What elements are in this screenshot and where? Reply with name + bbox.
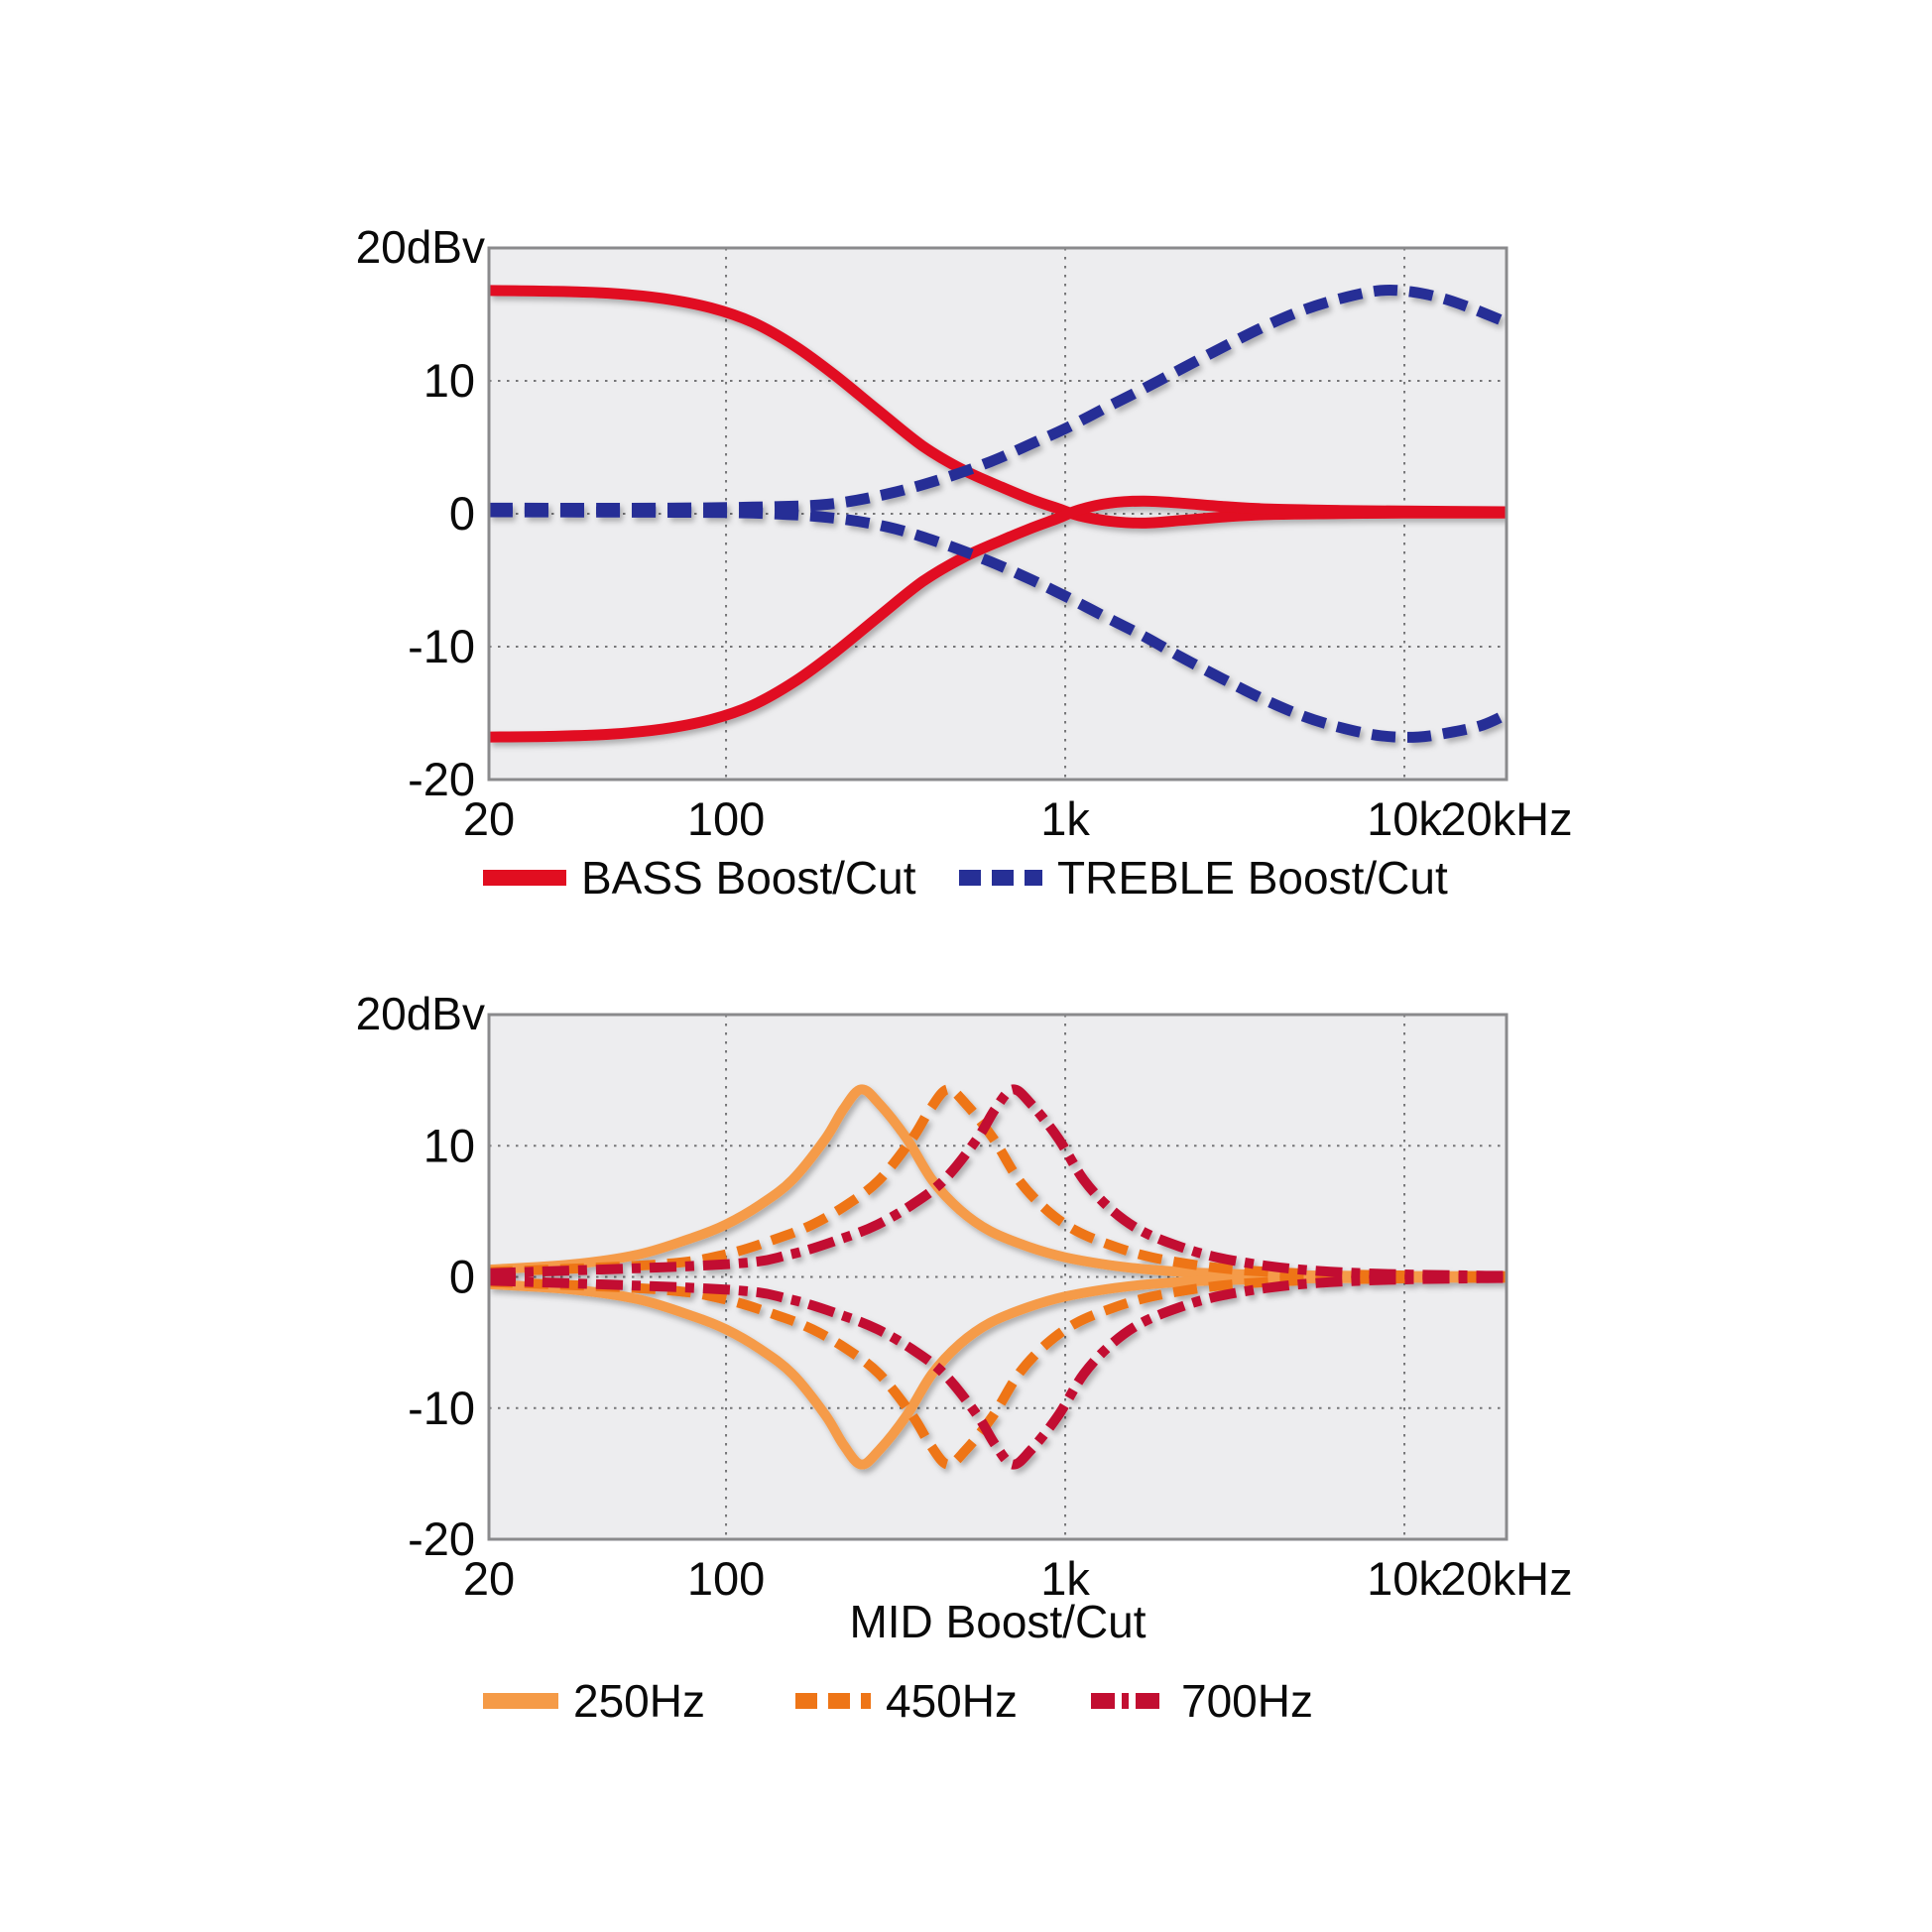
y-axis-unit-label-bottom: 20dBv — [355, 988, 485, 1039]
legend-label-treble: TREBLE Boost/Cut — [1057, 852, 1448, 904]
y-tick-label-10: 10 — [423, 354, 475, 407]
curve-treble-cut — [489, 506, 1507, 743]
x-tick-label-10k: 10k — [1367, 1552, 1442, 1605]
legend-item-treble: TREBLE Boost/Cut — [959, 850, 1448, 906]
legend-item-bass: BASS Boost/Cut — [483, 850, 916, 906]
y-tick-label--10: -10 — [408, 1382, 475, 1434]
curves-group — [489, 284, 1507, 743]
legend-item-700hz: 700Hz — [1091, 1673, 1313, 1729]
x-tick-label-20kHz: 20kHz — [1440, 792, 1572, 845]
curve-mid-700-cut — [489, 1272, 1507, 1470]
curve-mid-700-boost — [489, 1084, 1507, 1281]
x-tick-label-100: 100 — [687, 792, 765, 845]
curve-bass-cut — [489, 495, 1507, 743]
mid-700-line-swatch-icon — [1091, 1693, 1166, 1709]
bass-line-swatch-icon — [483, 870, 566, 886]
x-tick-label-20: 20 — [463, 1552, 515, 1605]
y-tick-label--20: -20 — [408, 1512, 475, 1565]
x-tick-label-100: 100 — [687, 1552, 765, 1605]
mid-250-line-swatch-icon — [483, 1693, 558, 1709]
curve-mid-250-cut — [489, 1272, 1507, 1470]
x-tick-label-20: 20 — [463, 792, 515, 845]
y-tick-label-0: 0 — [449, 487, 475, 540]
y-tick-label--20: -20 — [408, 753, 475, 805]
y-tick-label-10: 10 — [423, 1119, 475, 1171]
plot-frame — [487, 1013, 1509, 1541]
mid-450-line-swatch-icon — [795, 1693, 871, 1709]
y-axis-unit-label-top: 20dBv — [355, 221, 485, 273]
x-tick-label-20kHz: 20kHz — [1440, 1552, 1572, 1605]
legend-label-bass: BASS Boost/Cut — [581, 852, 916, 904]
curve-bass-boost — [489, 285, 1507, 529]
plot-frame — [487, 246, 1509, 782]
x-tick-label-1k: 1k — [1040, 792, 1090, 845]
legend-label-250hz: 250Hz — [573, 1675, 705, 1727]
legend-label-700hz: 700Hz — [1181, 1675, 1313, 1727]
x-tick-label-10k: 10k — [1367, 792, 1442, 845]
curve-mid-250-boost — [489, 1084, 1507, 1281]
legend-label-450hz: 450Hz — [886, 1675, 1018, 1727]
y-tick-label-0: 0 — [449, 1251, 475, 1303]
legend-item-450hz: 450Hz — [795, 1673, 1018, 1729]
curve-mid-450-boost — [489, 1084, 1507, 1281]
treble-line-swatch-icon — [959, 870, 1042, 886]
x-tick-label-1k: 1k — [1040, 1552, 1090, 1605]
curve-treble-boost — [489, 284, 1507, 514]
y-tick-label--10: -10 — [408, 620, 475, 672]
curves-group — [489, 1084, 1507, 1470]
legend-item-250hz: 250Hz — [483, 1673, 705, 1729]
curve-mid-450-cut — [489, 1272, 1507, 1470]
mid-axis-title: MID Boost/Cut — [849, 1596, 1147, 1647]
